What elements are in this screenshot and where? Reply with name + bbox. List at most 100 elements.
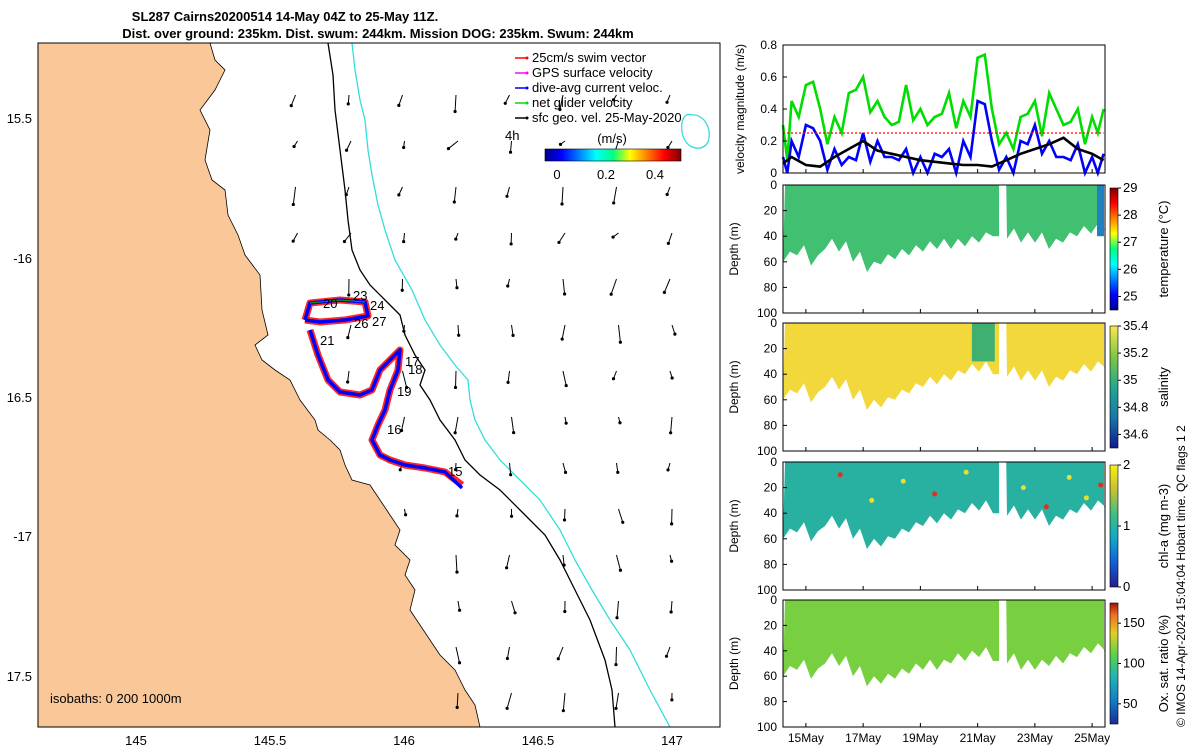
velocity-arrow: [506, 186, 510, 197]
day-label: 16: [387, 422, 401, 437]
velocity-arrow-head: [558, 107, 562, 112]
velocity-arrow-head: [402, 329, 406, 333]
velocity-arrow-head: [512, 430, 516, 435]
velocity-arrow-head: [612, 201, 616, 205]
velocity-arrow-head: [399, 428, 404, 433]
velocity-arrow: [615, 646, 617, 665]
velocity-arrow: [666, 646, 671, 657]
day-label: 23: [353, 288, 367, 303]
map-colorbar-tick: 0.4: [646, 167, 664, 182]
colorbar-label: chl-a (mg m-3): [1156, 484, 1171, 569]
day-label: 21: [320, 333, 334, 348]
y-tick-label: 0.2: [760, 134, 777, 148]
velocity-arrow: [670, 600, 673, 613]
velocity-arrow-head: [505, 706, 509, 710]
velocity-arrow-head: [400, 288, 404, 292]
isobath-200m: [327, 43, 616, 727]
velocity-arrow-head: [397, 103, 401, 108]
series-line: [781, 52, 1105, 161]
velocity-arrow: [506, 554, 510, 568]
y-tick-label: 60: [764, 255, 778, 269]
y-axis-label: Depth (m): [727, 637, 741, 690]
glider-track: [301, 296, 465, 490]
velocity-arrow-head: [670, 522, 674, 526]
map-colorbar-unit: (m/s): [597, 131, 627, 146]
y-tick-label: 0: [770, 593, 777, 607]
velocity-arrow: [402, 370, 408, 388]
velocity-arrow-head: [618, 421, 622, 425]
velocity-arrow-head: [346, 102, 350, 106]
velocity-arrow-head: [669, 431, 673, 435]
colorbar-tick-label: 35.2: [1123, 345, 1148, 360]
velocity-arrow-head: [344, 148, 349, 152]
y-tick-label: 80: [764, 280, 778, 294]
velocity-arrow: [618, 508, 624, 523]
velocity-arrow-head: [621, 520, 625, 524]
velocity-arrow: [507, 370, 510, 383]
legend-swatch-head: [525, 71, 529, 75]
figure-title-line2: Dist. over ground: 235km. Dist. swum: 24…: [122, 26, 634, 41]
day-label: 15: [448, 464, 462, 479]
velocity-arrow-head: [614, 662, 618, 667]
velocity-arrow-head: [508, 150, 513, 154]
y-tick-label: 20: [764, 618, 778, 632]
legend-note: 4h: [505, 128, 519, 143]
legend-swatch-head: [525, 86, 529, 90]
y-axis-label: Depth (m): [727, 499, 741, 552]
velocity-arrow: [615, 692, 619, 709]
map-x-ticks: 145 145.5 146 146.5 147: [125, 733, 683, 748]
surface-velocity-arrows: [289, 94, 677, 713]
velocity-arrow-head: [562, 563, 566, 567]
velocity-arrow: [453, 186, 457, 203]
velocity-arrow: [562, 554, 565, 566]
velocity-arrow-head: [291, 239, 295, 243]
y-tick-label: 80: [764, 557, 778, 571]
map-y-tick: 16.5: [7, 390, 32, 405]
y-tick-label: 60: [764, 393, 778, 407]
velocity-arrow: [398, 94, 403, 106]
velocity-arrow-head: [455, 286, 459, 290]
map-x-tick: 146.5: [522, 733, 555, 748]
velocity-arrow-head: [563, 470, 568, 474]
velocity-arrow-head: [669, 610, 673, 614]
velocity-arrow-head: [455, 514, 459, 518]
velocity-arrow-head: [562, 292, 567, 296]
map-colorbar-gradient: [544, 148, 682, 162]
colorbar-tick-label: 100: [1123, 656, 1145, 671]
velocity-arrow-head: [665, 192, 669, 197]
velocity-arrow: [562, 278, 566, 295]
velocity-arrow-head: [505, 656, 510, 661]
y-axis-label: Depth (m): [727, 360, 741, 413]
velocity-arrow-head: [564, 421, 568, 425]
velocity-arrow-head: [614, 706, 618, 711]
section-fill: [783, 462, 1000, 549]
legend-label: sfc geo. vel. 25-May-2020: [532, 110, 682, 125]
map-colorbar-tick: 0: [553, 167, 560, 182]
velocity-arrow-head: [455, 570, 459, 574]
panel-frame: [782, 44, 1106, 174]
velocity-arrow-head: [453, 431, 457, 435]
velocity-arrow-head: [560, 202, 564, 206]
velocity-arrow-head: [398, 468, 402, 472]
colorbar-label: Ox. sat. ratio (%): [1156, 615, 1171, 713]
velocity-arrow-head: [664, 654, 669, 658]
map-frame: [37, 42, 721, 728]
velocity-arrow-head: [457, 333, 461, 337]
colorbar-tick-label: 35.4: [1123, 318, 1148, 333]
map-y-ticks: 15.5 -16 16.5 -17 17.5: [7, 111, 32, 684]
velocity-arrow: [457, 324, 460, 336]
velocity-arrow-head: [292, 144, 296, 149]
section-fill: [1006, 462, 1105, 526]
panel-frame: [782, 322, 1106, 452]
velocity-arrow: [290, 94, 296, 106]
colorbar-label: salinity: [1156, 367, 1171, 407]
y-tick-label: 100: [757, 720, 777, 734]
colorbar-tick-label: 150: [1123, 615, 1145, 630]
y-tick-label: 0.8: [760, 38, 777, 52]
legend-swatch-head: [525, 116, 529, 120]
section-fill: [1006, 323, 1105, 387]
velocity-arrow: [610, 278, 617, 295]
y-tick-label: 20: [764, 204, 778, 218]
